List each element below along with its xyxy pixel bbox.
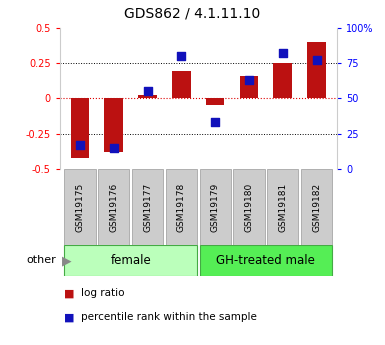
Point: [246, 77, 252, 83]
FancyBboxPatch shape: [200, 245, 332, 276]
Bar: [138, 96, 157, 98]
Text: GSM19179: GSM19179: [211, 183, 220, 231]
Bar: [240, 76, 258, 98]
Text: other: other: [26, 256, 56, 265]
Point: [144, 88, 151, 94]
Text: female: female: [110, 254, 151, 267]
FancyBboxPatch shape: [98, 169, 129, 245]
Bar: [307, 42, 326, 98]
FancyBboxPatch shape: [64, 245, 197, 276]
Text: GSM19181: GSM19181: [278, 183, 287, 231]
Text: GDS862 / 4.1.11.10: GDS862 / 4.1.11.10: [124, 7, 261, 21]
Text: GH-treated male: GH-treated male: [216, 254, 315, 267]
Text: GSM19176: GSM19176: [109, 183, 118, 231]
Text: ▶: ▶: [62, 254, 71, 267]
FancyBboxPatch shape: [233, 169, 264, 245]
Text: GSM19177: GSM19177: [143, 183, 152, 231]
Point: [280, 50, 286, 56]
FancyBboxPatch shape: [301, 169, 332, 245]
Text: GSM19180: GSM19180: [244, 183, 253, 231]
Text: percentile rank within the sample: percentile rank within the sample: [81, 313, 257, 322]
FancyBboxPatch shape: [200, 169, 231, 245]
Text: GSM19178: GSM19178: [177, 183, 186, 231]
Bar: [71, 98, 89, 158]
Bar: [206, 98, 224, 105]
FancyBboxPatch shape: [64, 169, 95, 245]
Text: ■: ■: [64, 313, 74, 322]
Point: [110, 145, 117, 150]
FancyBboxPatch shape: [166, 169, 197, 245]
Bar: [172, 71, 191, 98]
Point: [313, 57, 320, 63]
FancyBboxPatch shape: [132, 169, 163, 245]
Bar: [273, 63, 292, 98]
Text: GSM19182: GSM19182: [312, 183, 321, 231]
Point: [178, 53, 184, 59]
FancyBboxPatch shape: [267, 169, 298, 245]
Point: [77, 142, 83, 148]
Text: ■: ■: [64, 288, 74, 298]
Text: log ratio: log ratio: [81, 288, 124, 298]
Bar: [104, 98, 123, 152]
Text: GSM19175: GSM19175: [75, 183, 84, 231]
Point: [212, 120, 218, 125]
